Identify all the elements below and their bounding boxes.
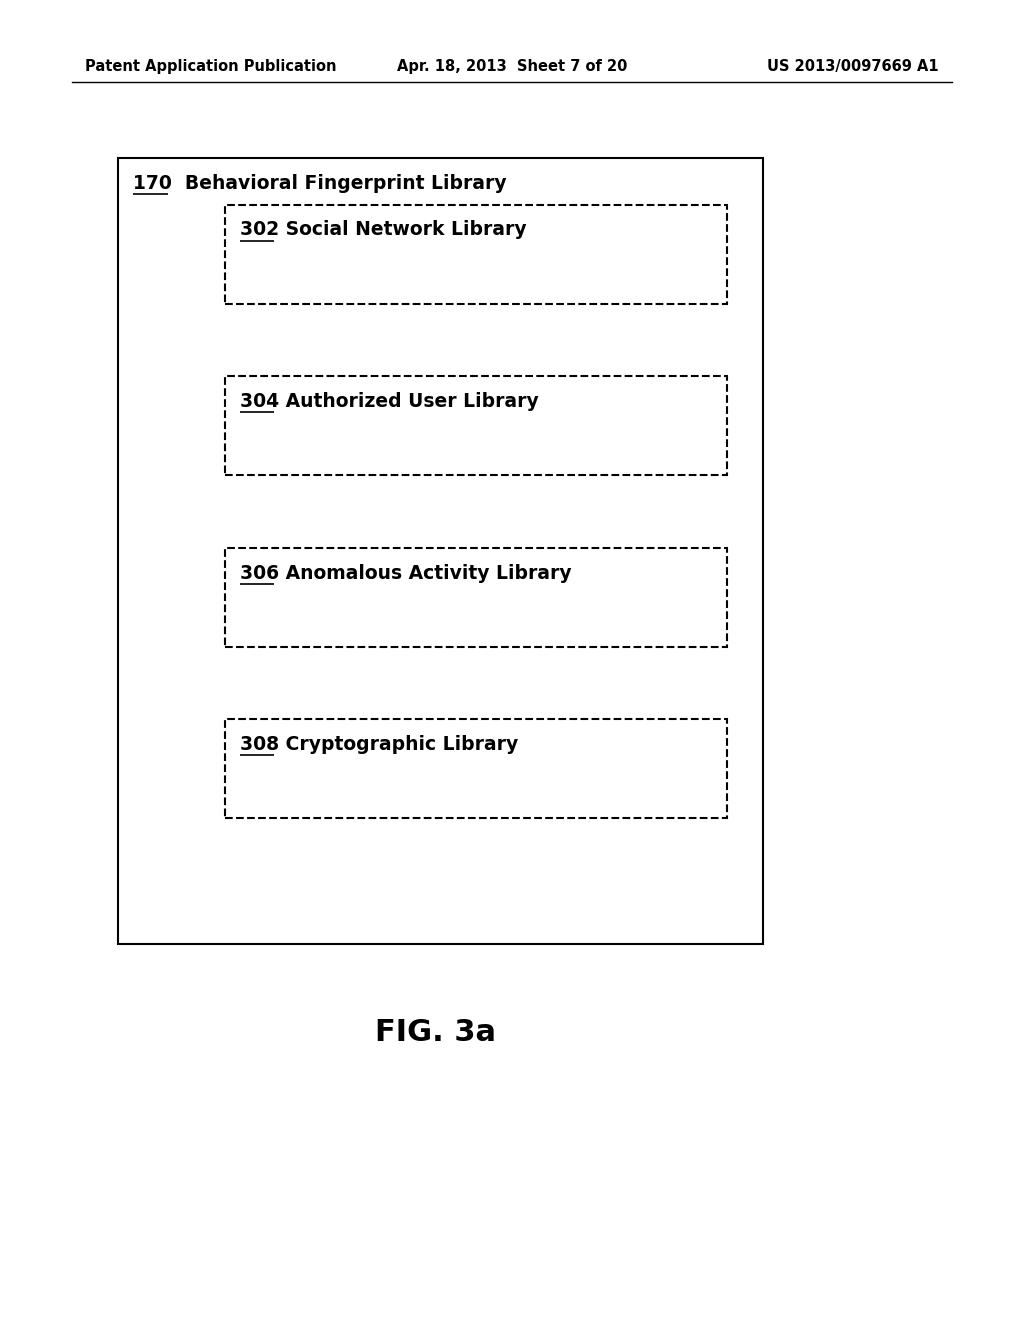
Bar [225,205,727,304]
Text: Patent Application Publication: Patent Application Publication [85,59,337,74]
Text: 308 Cryptographic Library: 308 Cryptographic Library [240,735,518,754]
Bar [225,376,727,475]
Bar [118,158,763,944]
Text: Apr. 18, 2013  Sheet 7 of 20: Apr. 18, 2013 Sheet 7 of 20 [397,59,627,74]
Text: 170  Behavioral Fingerprint Library: 170 Behavioral Fingerprint Library [133,174,507,193]
Text: 306 Anomalous Activity Library: 306 Anomalous Activity Library [240,564,571,582]
Bar [225,548,727,647]
Text: FIG. 3a: FIG. 3a [375,1018,496,1047]
Bar [225,719,727,818]
Text: 304 Authorized User Library: 304 Authorized User Library [240,392,539,411]
Text: 302 Social Network Library: 302 Social Network Library [240,220,526,239]
Text: US 2013/0097669 A1: US 2013/0097669 A1 [767,59,939,74]
